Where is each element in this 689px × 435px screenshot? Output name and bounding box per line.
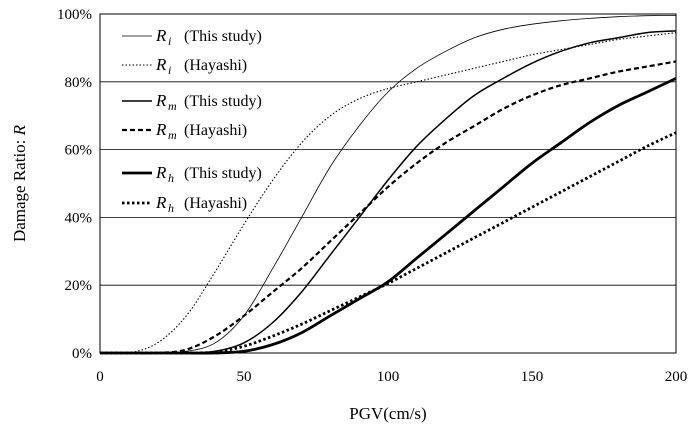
legend-symbol: R [155, 55, 167, 74]
legend-label: (Hayashi) [184, 57, 247, 74]
plot-frame [99, 13, 677, 354]
legend-label: (This study) [184, 165, 262, 182]
legend-label: (Hayashi) [184, 195, 247, 212]
gridlines [100, 81, 676, 286]
legend-subscript: h [168, 201, 174, 215]
series-line-i-hayashi [99, 32, 677, 355]
y-axis-label-symbol: R [10, 124, 29, 136]
legend-symbol: R [155, 91, 167, 110]
legend-label: (This study) [184, 93, 262, 110]
legend-label: (This study) [184, 28, 262, 45]
y-axis-label-text: Damage Ratio: [10, 135, 29, 242]
legend-label: (Hayashi) [184, 122, 247, 139]
legend-subscript: m [168, 99, 177, 113]
series-line-h-this-study [100, 77, 677, 355]
y-tick-label: 40% [65, 210, 93, 226]
legend-subscript: i [168, 63, 171, 77]
legend-subscript: m [168, 128, 177, 142]
x-tick-label: 200 [665, 369, 688, 385]
axis-ticks: 0% 20% 40% 60% 80% 100% 0 50 100 150 200 [57, 7, 687, 385]
y-tick-label: 0% [72, 346, 92, 362]
x-tick-label: 150 [521, 369, 544, 385]
x-tick-label: 50 [237, 369, 252, 385]
series-lines [99, 15, 677, 355]
series-line-m-hayashi [100, 60, 677, 355]
series-line-h-hayashi [100, 131, 677, 355]
y-tick-label: 80% [65, 75, 93, 91]
y-tick-label: 60% [65, 143, 93, 159]
legend-symbol: R [155, 26, 167, 45]
x-axis-label: PGV(cm/s) [349, 404, 426, 423]
legend-subscript: i [168, 34, 171, 48]
legend-subscript: h [168, 171, 174, 185]
x-tick-label: 0 [96, 369, 104, 385]
legend-symbol: R [155, 163, 167, 182]
y-tick-label: 100% [57, 7, 92, 23]
legend-symbol: R [155, 120, 167, 139]
x-tick-label: 100 [377, 369, 400, 385]
y-tick-label: 20% [65, 278, 93, 294]
legend-symbol: R [155, 193, 167, 212]
y-axis-label: Damage Ratio: R [10, 124, 29, 242]
series-line-i-this-study [100, 15, 677, 354]
